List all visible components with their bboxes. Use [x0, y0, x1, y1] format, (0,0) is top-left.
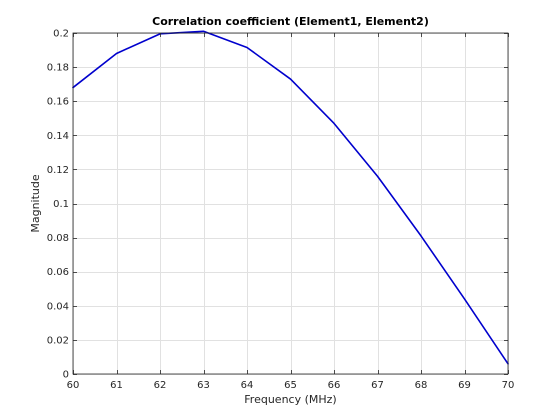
y-tick-label: 0.1 [53, 199, 69, 210]
y-tick-label: 0.04 [47, 301, 69, 312]
y-tick-label: 0.14 [47, 131, 69, 142]
tick-marks [73, 33, 509, 375]
y-tick-label: 0.12 [47, 165, 69, 176]
x-tick-label: 63 [197, 380, 210, 391]
y-tick-label: 0.16 [47, 97, 69, 108]
series-layer [72, 30, 509, 365]
y-tick-label: 0.02 [47, 335, 69, 346]
y-tick-label: 0.08 [47, 233, 69, 244]
x-tick-label: 60 [67, 380, 80, 391]
axes-box [72, 32, 509, 375]
grid-lines [73, 33, 509, 375]
x-tick-label: 67 [371, 380, 384, 391]
x-tick-label: 68 [415, 380, 428, 391]
x-tick-label: 66 [328, 380, 341, 391]
x-tick-label: 61 [110, 380, 123, 391]
y-tick-label: 0.2 [53, 29, 69, 40]
y-axis-label: Magnitude [29, 174, 42, 233]
x-tick-label: 64 [241, 380, 254, 391]
x-tick-label: 69 [458, 380, 471, 391]
y-tick-label: 0.18 [47, 63, 69, 74]
series-line [72, 30, 509, 365]
x-axis-label: Frequency (MHz) [244, 393, 336, 406]
x-tick-labels: 60 61 62 63 64 65 66 67 68 69 70 [67, 380, 515, 391]
y-tick-labels: 0 0.02 0.04 0.06 0.08 0.1 0.12 0.14 0.16 0.18 0.2 [47, 29, 69, 381]
y-tick-label: 0 [63, 370, 69, 381]
plot-area [73, 33, 508, 374]
x-tick-label: 65 [284, 380, 297, 391]
x-tick-label: 62 [154, 380, 167, 391]
x-tick-label: 70 [502, 380, 515, 391]
chart-title: Correlation coefficient (Element1, Eleme… [152, 15, 429, 28]
y-tick-label: 0.06 [47, 267, 69, 278]
